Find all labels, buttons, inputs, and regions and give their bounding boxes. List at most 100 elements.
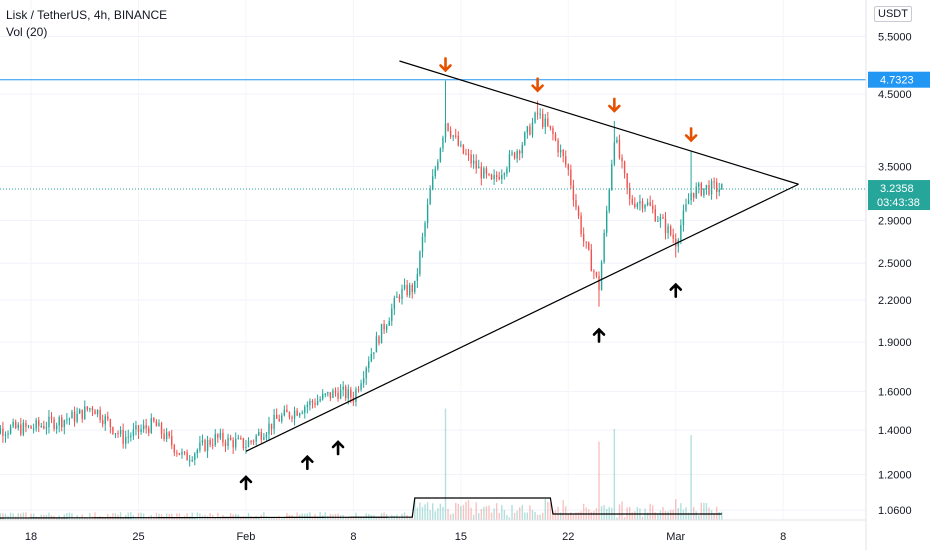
grid	[0, 35, 866, 511]
candle-body	[539, 113, 541, 115]
x-tick-label: 8	[780, 531, 786, 543]
candle-body	[311, 400, 314, 403]
candle-body	[309, 400, 311, 406]
symbol-title[interactable]: Lisk / TetherUS, 4h, BINANCE	[6, 8, 168, 22]
candle-body	[498, 177, 500, 180]
candle-body	[0, 428, 2, 434]
volume-bar	[442, 506, 444, 520]
candle-body	[209, 440, 211, 445]
volume-bar	[516, 510, 518, 520]
volume-bar	[452, 513, 454, 520]
volume-bar	[171, 513, 173, 520]
volume-bar	[488, 505, 490, 520]
volume-indicator-label[interactable]: Vol (20)	[6, 25, 48, 39]
volume-bar	[698, 515, 700, 520]
candle-body	[339, 389, 342, 399]
volume-bar	[680, 503, 682, 520]
candle-body	[526, 126, 529, 133]
candle-body	[155, 421, 158, 427]
candle-body	[718, 189, 720, 192]
volume-bar	[214, 517, 216, 520]
candle-body	[557, 140, 559, 153]
volume-bar	[119, 512, 122, 520]
candle-body	[163, 434, 165, 440]
volume-bar	[416, 507, 419, 520]
candle-body	[373, 352, 375, 354]
volume-bar	[25, 512, 27, 520]
volume-bar	[104, 517, 106, 520]
candle-body	[260, 432, 263, 440]
candle-body	[424, 223, 426, 237]
volume-bar	[562, 500, 564, 520]
candle-body	[17, 424, 19, 428]
candle-body	[472, 160, 475, 164]
volume-bar	[306, 513, 309, 520]
candle-body	[22, 422, 25, 435]
candle-body	[503, 173, 506, 176]
candle-body	[181, 451, 183, 455]
candle-body	[626, 173, 628, 188]
currency-label: USDT	[878, 8, 908, 20]
candle-body	[263, 437, 265, 440]
y-tick-label: 5.5000	[878, 31, 912, 43]
volume-bar	[135, 517, 137, 520]
volume-bar	[429, 510, 431, 520]
volume-bar	[542, 512, 544, 520]
candle-body	[206, 440, 209, 451]
volume-bar	[531, 509, 534, 520]
candle-body	[677, 239, 680, 247]
candle-body	[255, 435, 257, 442]
volume-bar	[455, 502, 457, 520]
candle-body	[462, 144, 465, 154]
candle-body	[327, 392, 329, 394]
candle-body	[265, 434, 268, 438]
volume-bar	[503, 509, 506, 520]
candle-body	[687, 200, 690, 205]
candle-body	[86, 406, 89, 410]
volume-bar	[345, 517, 347, 520]
candle-body	[447, 123, 449, 131]
trendlines	[0, 60, 866, 452]
candle-body	[575, 199, 577, 208]
candle-body	[391, 308, 393, 321]
volume-bar	[518, 507, 521, 520]
candle-body	[142, 425, 145, 430]
volume-bar	[2, 513, 4, 520]
candle-body	[455, 135, 457, 137]
x-tick-label: 8	[350, 531, 356, 543]
volume-bar	[437, 508, 439, 520]
candle-body	[493, 175, 495, 180]
volume-bar	[675, 499, 677, 520]
volume-bar	[293, 516, 296, 520]
volume-bar	[140, 512, 142, 520]
candle-body	[585, 241, 587, 243]
candle-body	[81, 409, 83, 419]
volume-bar	[250, 516, 252, 520]
volume-bar	[657, 513, 659, 520]
candle-body	[188, 460, 191, 462]
x-tick-label: Mar	[666, 531, 685, 543]
candle-body	[590, 249, 593, 272]
volume-bar	[194, 516, 196, 520]
volume-bar	[20, 513, 22, 520]
candle-body	[552, 128, 554, 135]
volume-bar	[508, 517, 511, 520]
volume-bar	[600, 506, 603, 520]
volume-bar	[490, 512, 493, 520]
y-tick-label: 1.6000	[878, 387, 912, 399]
currency-selector[interactable]: USDT	[874, 6, 912, 22]
candle-body	[531, 122, 534, 135]
volume-bar	[122, 517, 124, 520]
volume-bar	[414, 499, 416, 520]
candle-body	[611, 164, 613, 190]
volume-bar	[478, 513, 480, 520]
volume-bar	[667, 511, 669, 520]
candle-body	[145, 425, 147, 429]
volume-bar	[158, 513, 160, 520]
candle-body	[229, 437, 232, 440]
volume-bar	[460, 506, 462, 520]
volume-bar	[9, 512, 12, 520]
volume-bar	[557, 506, 559, 520]
candle-body	[582, 234, 585, 242]
